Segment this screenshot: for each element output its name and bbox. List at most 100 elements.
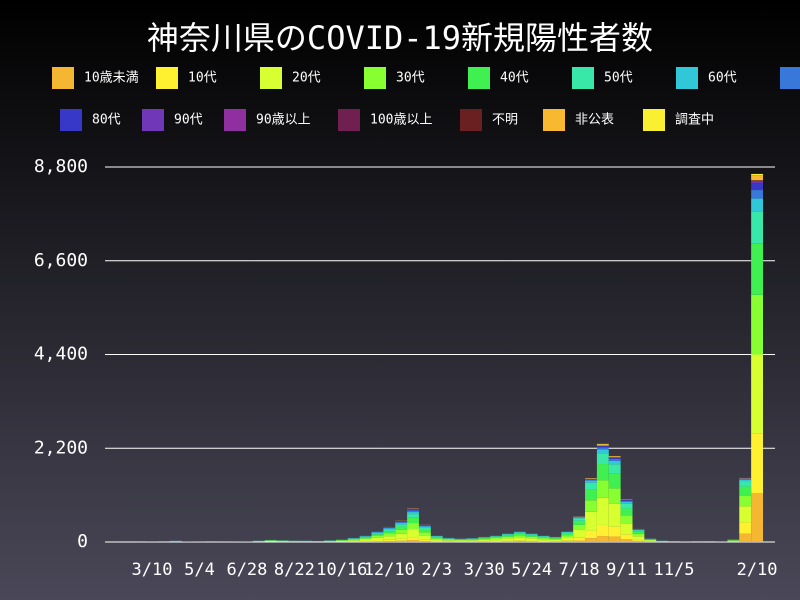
x-tick-label: 2/10 bbox=[737, 560, 778, 580]
bar-segment bbox=[430, 539, 443, 541]
bar-segment bbox=[359, 539, 372, 542]
bar-segment bbox=[347, 539, 360, 541]
legend-label: 90歳以上 bbox=[256, 113, 311, 128]
bar-segment bbox=[585, 479, 597, 481]
bar-segment bbox=[371, 540, 384, 542]
bar-segment bbox=[573, 537, 586, 541]
bar-segment bbox=[513, 535, 526, 538]
bar-segment bbox=[608, 456, 621, 458]
bar-segment bbox=[608, 464, 621, 474]
legend-swatch bbox=[52, 67, 74, 89]
bar-segment bbox=[596, 447, 609, 450]
bar-segment bbox=[549, 537, 562, 538]
bar-segment bbox=[608, 460, 621, 465]
legend-label: 90代 bbox=[174, 113, 203, 128]
bar-segment bbox=[525, 535, 538, 537]
bar-segment bbox=[347, 540, 360, 542]
bar-segment bbox=[739, 533, 752, 542]
bar-segment bbox=[418, 532, 431, 536]
bar-segment bbox=[430, 537, 443, 539]
bar-segment bbox=[418, 540, 431, 542]
bar-segment bbox=[596, 497, 609, 525]
y-tick-label: 6,600 bbox=[34, 250, 88, 271]
bar-segment bbox=[573, 540, 586, 542]
bar-segment bbox=[573, 517, 586, 519]
bar-segment bbox=[502, 541, 514, 542]
legend-swatch bbox=[142, 109, 164, 131]
legend-swatch bbox=[572, 67, 594, 89]
legend-swatch bbox=[543, 109, 565, 131]
bar-segment bbox=[478, 537, 491, 539]
bar-segment bbox=[513, 537, 526, 541]
bar-segment bbox=[264, 540, 277, 542]
bar-segment bbox=[739, 506, 752, 523]
bar-segment bbox=[525, 538, 538, 541]
bar-segment bbox=[359, 538, 372, 540]
bar-segment bbox=[596, 449, 609, 454]
legend-label: 100歳以上 bbox=[370, 113, 432, 128]
bar-segment bbox=[418, 539, 431, 541]
legend-swatch bbox=[780, 67, 800, 89]
bar-segment bbox=[585, 500, 597, 512]
bar-segment bbox=[418, 524, 431, 526]
bar-segment bbox=[620, 501, 633, 504]
bar-segment bbox=[525, 536, 538, 539]
bar-segment bbox=[407, 540, 419, 542]
legend-label: 20代 bbox=[292, 71, 321, 86]
y-tick-label: 0 bbox=[77, 531, 88, 552]
bar-segment bbox=[335, 540, 348, 542]
bar-segment bbox=[739, 495, 752, 507]
bar-segment bbox=[418, 535, 431, 540]
bar-segment bbox=[537, 539, 550, 541]
bar-segment bbox=[418, 526, 431, 528]
x-tick-label: 9/11 bbox=[606, 560, 647, 580]
x-tick-label: 12/10 bbox=[364, 560, 415, 580]
x-tick-label: 8/22 bbox=[274, 560, 315, 580]
bar-segment bbox=[418, 527, 431, 530]
bar-segment bbox=[395, 526, 408, 530]
bar-segment bbox=[454, 539, 467, 540]
legend-label: 非公表 bbox=[575, 113, 614, 128]
bar-segment bbox=[466, 539, 479, 541]
bar-segment bbox=[608, 473, 621, 489]
chart-title: 神奈川県のCOVID-19新規陽性者数 bbox=[147, 19, 653, 57]
bar-segment bbox=[407, 509, 419, 511]
x-tick-label: 5/4 bbox=[184, 560, 215, 580]
bar-segment bbox=[596, 536, 609, 542]
bar-segment bbox=[596, 444, 609, 446]
bar-segment bbox=[371, 537, 384, 541]
bar-segment bbox=[573, 520, 586, 525]
bar-segment bbox=[407, 517, 419, 524]
bar-segment bbox=[751, 211, 763, 244]
legend-swatch bbox=[60, 109, 82, 131]
bar-segment bbox=[596, 453, 609, 465]
bar-segment bbox=[739, 481, 752, 487]
bar-segment bbox=[324, 541, 336, 542]
bar-segment bbox=[252, 541, 265, 542]
bar-segment bbox=[561, 541, 574, 542]
bar-segment bbox=[383, 529, 396, 532]
bar-segment bbox=[430, 540, 443, 542]
bar-segment bbox=[751, 190, 763, 199]
legend-swatch bbox=[643, 109, 665, 131]
bar-segment bbox=[513, 533, 526, 536]
bar-segment bbox=[608, 526, 621, 537]
x-tick-label: 7/18 bbox=[559, 560, 600, 580]
legend-label: 調査中 bbox=[675, 113, 714, 128]
bar-segment bbox=[395, 521, 408, 522]
bar-segment bbox=[502, 534, 514, 536]
bar-segment bbox=[751, 354, 763, 434]
bar-segment bbox=[751, 181, 763, 184]
legend-swatch bbox=[156, 67, 178, 89]
legend-swatch bbox=[338, 109, 360, 131]
legend-label: 30代 bbox=[396, 71, 425, 86]
bar-segment bbox=[620, 508, 633, 516]
x-tick-label: 5/24 bbox=[511, 560, 552, 580]
bar-segment bbox=[395, 533, 408, 539]
bar-segment bbox=[407, 523, 419, 530]
x-tick-label: 3/10 bbox=[132, 560, 173, 580]
bar-segment bbox=[395, 521, 408, 523]
bar-segment bbox=[608, 458, 621, 461]
